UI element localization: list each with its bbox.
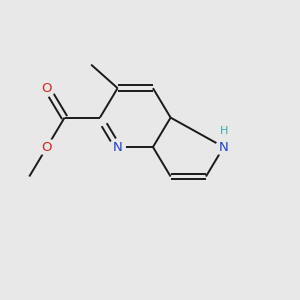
Text: O: O xyxy=(42,82,52,95)
Text: H: H xyxy=(219,126,228,136)
Text: O: O xyxy=(42,141,52,154)
Text: N: N xyxy=(219,141,229,154)
Text: N: N xyxy=(113,141,122,154)
